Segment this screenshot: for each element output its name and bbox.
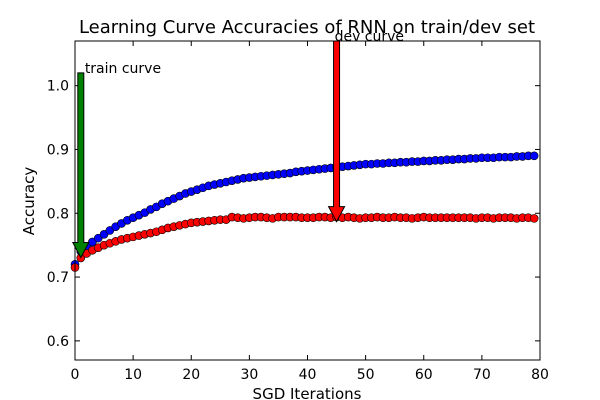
data-point-series-2 [529,214,539,223]
x-tick-label: 70 [473,367,491,383]
y-tick-label: 0.9 [47,142,69,158]
chart-title: Learning Curve Accuracies of RNN on trai… [79,17,535,38]
y-tick-label: 0.6 [47,334,69,350]
annotation-label-dev: dev curve [335,29,404,45]
x-tick-label: 20 [182,367,200,383]
y-tick-label: 1.0 [47,79,69,95]
y-tick-label: 0.7 [47,270,69,286]
x-axis-label: SGD Iterations [253,385,362,400]
data-point-series-1 [529,151,539,161]
x-tick-label: 40 [299,367,317,383]
plot-frame [74,40,541,361]
x-tick-label: 60 [415,367,433,383]
annotation-arrow-train [71,72,90,259]
y-axis-label: Accuracy [20,167,38,236]
annotation-label-train: train curve [85,61,161,77]
plot-area: 0 10 20 30 40 50 60 70 80 0.6 0.7 0.8 0.9 1.0 train cu… [47,29,549,383]
x-tick-label: 30 [240,367,258,383]
annotation-arrow-dev [327,40,346,223]
x-tick-label: 10 [124,367,142,383]
x-tick-label: 50 [357,367,375,383]
x-tick-label: 0 [71,367,80,383]
y-tick-label: 0.8 [47,206,69,222]
x-tick-label: 80 [531,367,549,383]
